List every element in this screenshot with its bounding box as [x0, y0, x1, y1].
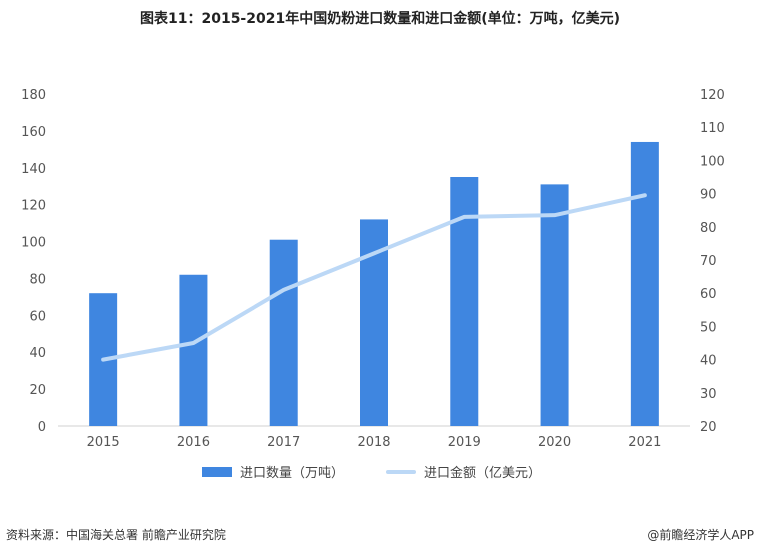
- y-right-tick-label: 30: [700, 387, 717, 402]
- x-tick-label: 2016: [177, 435, 210, 450]
- y-right-tick-label: 60: [700, 287, 717, 302]
- bar: [179, 274, 208, 426]
- x-tick-label: 2015: [87, 435, 120, 450]
- y-left-tick-label: 120: [21, 199, 46, 214]
- y-left-tick-label: 160: [21, 125, 46, 140]
- legend-item-line: 进口金额（亿美元）: [386, 462, 541, 481]
- bar: [450, 177, 479, 426]
- y-right-tick-label: 70: [700, 254, 717, 269]
- legend-item-bar: 进口数量（万吨）: [202, 462, 344, 481]
- bar-series: [89, 141, 659, 426]
- y-right-tick-label: 90: [700, 188, 717, 203]
- y-right-tick-label: 50: [700, 320, 717, 335]
- legend: 进口数量（万吨） 进口金额（亿美元）: [0, 462, 760, 484]
- bar: [630, 141, 659, 426]
- y-right-tick-label: 20: [700, 420, 717, 435]
- y-right-tick-label: 40: [700, 354, 717, 369]
- y-left-tick-label: 100: [21, 236, 46, 251]
- y-left-tick-label: 20: [29, 383, 46, 398]
- line-series: [101, 193, 647, 362]
- source-note: 资料来源：中国海关总署 前瞻产业研究院: [6, 528, 226, 542]
- y-right-tick-label: 100: [700, 154, 725, 169]
- bar: [269, 239, 298, 426]
- y-left-tick-label: 40: [29, 346, 46, 361]
- bar: [540, 184, 569, 426]
- y-right-tick-label: 110: [700, 121, 725, 136]
- legend-line-label: 进口金额（亿美元）: [424, 466, 542, 481]
- line-path: [101, 193, 647, 362]
- y-left-tick-label: 140: [21, 162, 46, 177]
- chart-title: 图表11：2015-2021年中国奶粉进口数量和进口金额(单位：万吨，亿美元): [139, 11, 621, 27]
- y-left-tick-label: 180: [21, 88, 46, 103]
- y-left-tick-label: 60: [29, 309, 46, 324]
- x-tick-label: 2019: [448, 435, 481, 450]
- y-left-tick-label: 0: [38, 420, 46, 435]
- x-tick-label: 2020: [538, 435, 571, 450]
- legend-bar-swatch: [202, 466, 232, 477]
- y-right-axis: 20 30 40 50 60 70 80 90 100 110 120: [700, 88, 725, 435]
- x-tick-label: 2021: [628, 435, 661, 450]
- y-left-axis: 0 20 40 60 80 100 120 140 160 180: [21, 88, 46, 435]
- legend-line-swatch: [386, 469, 416, 474]
- y-right-tick-label: 80: [700, 221, 717, 236]
- y-left-tick-label: 80: [29, 272, 46, 287]
- x-tick-label: 2017: [267, 435, 300, 450]
- y-right-tick-label: 120: [700, 88, 725, 103]
- x-axis: 2015 2016 2017 2018 2019 2020 2021: [87, 435, 662, 450]
- x-tick-label: 2018: [357, 435, 390, 450]
- legend-bar-label: 进口数量（万吨）: [240, 466, 345, 481]
- brand-credit: @前瞻经济学人APP: [647, 528, 754, 542]
